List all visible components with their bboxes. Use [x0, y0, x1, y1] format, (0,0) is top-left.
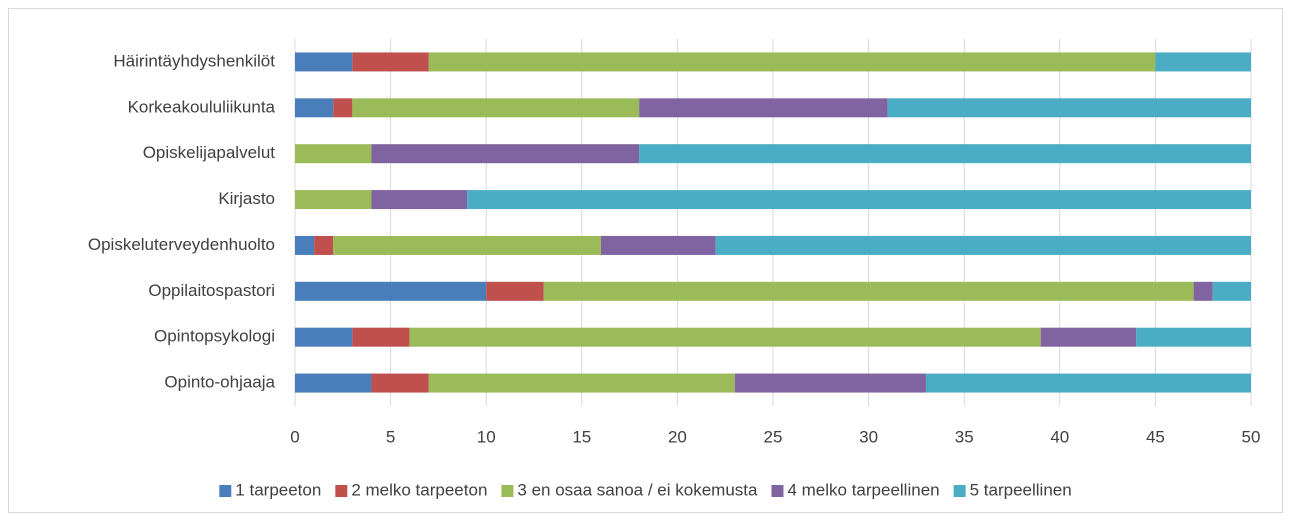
x-tick-label: 50	[1242, 427, 1261, 446]
bar-segment	[1136, 327, 1251, 347]
x-tick-label: 5	[386, 427, 395, 446]
bar-segment	[295, 281, 487, 301]
legend-label: 5 tarpeellinen	[970, 480, 1072, 499]
x-tick-label: 10	[477, 427, 496, 446]
bar-segment	[352, 98, 640, 118]
bar-segment	[600, 235, 716, 255]
bar-segment	[333, 235, 601, 255]
bar-segment	[639, 98, 888, 118]
x-tick-label: 15	[572, 427, 591, 446]
bar-segment	[371, 190, 468, 210]
bar-segment	[428, 52, 1156, 72]
legend-swatch	[953, 485, 966, 497]
chart-frame	[8, 8, 1283, 513]
legend-label: 4 melko tarpeellinen	[787, 480, 939, 499]
legend-swatch	[219, 485, 232, 497]
bar-segment	[734, 373, 926, 393]
bar-segment	[295, 190, 372, 210]
legend-swatch	[335, 485, 348, 497]
bar-segment	[409, 327, 1041, 347]
bar-segment	[428, 373, 735, 393]
bar-segment	[295, 373, 372, 393]
legend-swatch	[771, 485, 784, 497]
bar-segment	[295, 327, 353, 347]
x-tick-label: 20	[668, 427, 687, 446]
bar-segment	[1212, 281, 1251, 301]
bar-segment	[486, 281, 544, 301]
x-tick-label: 30	[859, 427, 878, 446]
x-tick-label: 0	[290, 427, 299, 446]
bar-segment	[295, 98, 334, 118]
y-tick-label: Opintopsykologi	[154, 327, 275, 346]
legend-label: 3 en osaa sanoa / ei kokemusta	[517, 480, 758, 499]
x-tick-label: 45	[1146, 427, 1165, 446]
bar-segment	[314, 235, 334, 255]
bar-segment	[371, 144, 640, 164]
bar-segment	[887, 98, 1251, 118]
bar-segment	[1040, 327, 1137, 347]
legend-label: 1 tarpeeton	[235, 480, 321, 499]
bar-segment	[715, 235, 1251, 255]
bar-segment	[352, 327, 410, 347]
bar-segment	[295, 52, 353, 72]
bar-segment	[295, 144, 372, 164]
bar-segment	[352, 52, 429, 72]
bar-segment	[925, 373, 1251, 393]
x-tick-label: 35	[955, 427, 974, 446]
legend-label: 2 melko tarpeeton	[351, 480, 487, 499]
y-tick-label: Korkeakoululiikunta	[128, 97, 276, 116]
bar-segment	[467, 190, 1252, 210]
bar-segment	[1193, 281, 1213, 301]
y-tick-label: Opiskeluterveydenhuolto	[88, 235, 275, 254]
bar-segment	[1155, 52, 1251, 72]
x-tick-label: 25	[764, 427, 783, 446]
bar-segment	[371, 373, 429, 393]
y-tick-label: Opinto-ohjaaja	[164, 373, 275, 392]
bar-segment	[543, 281, 1194, 301]
bar-segment	[295, 235, 315, 255]
legend-swatch	[501, 485, 514, 497]
y-tick-label: Kirjasto	[218, 189, 275, 208]
bar-segment	[333, 98, 353, 118]
y-tick-label: Häirintäyhdyshenkilöt	[113, 51, 275, 70]
bar-segment	[639, 144, 1251, 164]
y-tick-label: Oppilaitospastori	[148, 281, 275, 300]
y-tick-label: Opiskelijapalvelut	[143, 143, 276, 162]
x-tick-label: 40	[1050, 427, 1069, 446]
